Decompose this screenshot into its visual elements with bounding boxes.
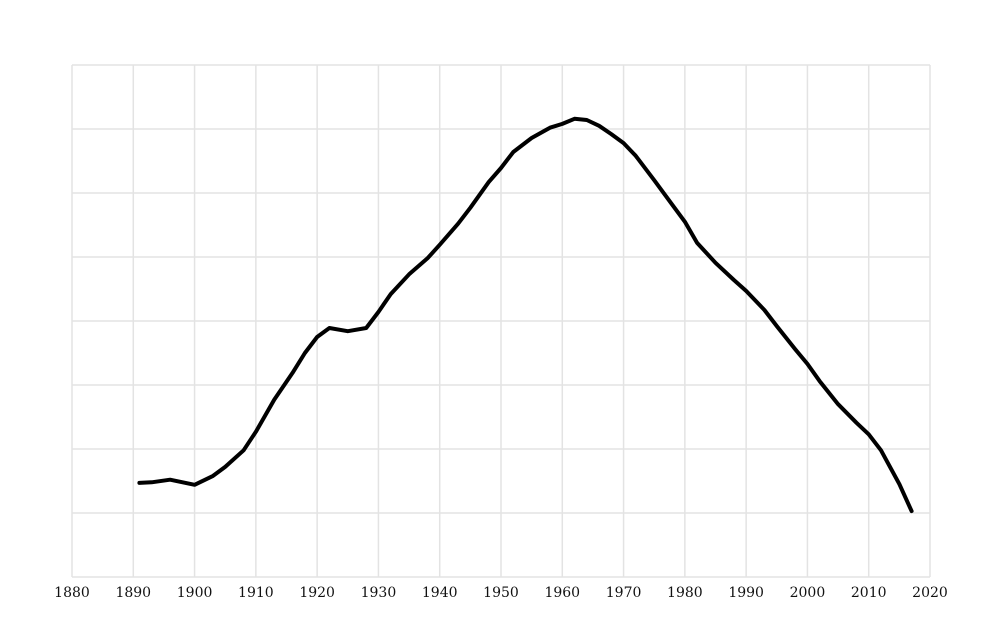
x-tick-label: 1890 [115, 585, 151, 601]
x-tick-label: 2020 [912, 585, 948, 601]
x-tick-label: 1990 [728, 585, 764, 601]
line [137, 116, 914, 514]
x-tick-label: 1910 [238, 585, 274, 601]
x-tick-label: 1960 [544, 585, 580, 601]
x-tick-label: 1970 [606, 585, 642, 601]
x-tick-label: 2000 [790, 585, 826, 601]
x-tick-label: 1930 [361, 585, 397, 601]
x-tick-label: 1940 [422, 585, 458, 601]
x-tick-label: 1880 [54, 585, 90, 601]
x-tick-label: 2010 [851, 585, 887, 601]
x-tick-label: 1950 [483, 585, 519, 601]
x-tick-label: 1980 [667, 585, 703, 601]
x-tick-label: 1900 [177, 585, 213, 601]
x-tick-label: 1920 [299, 585, 335, 601]
